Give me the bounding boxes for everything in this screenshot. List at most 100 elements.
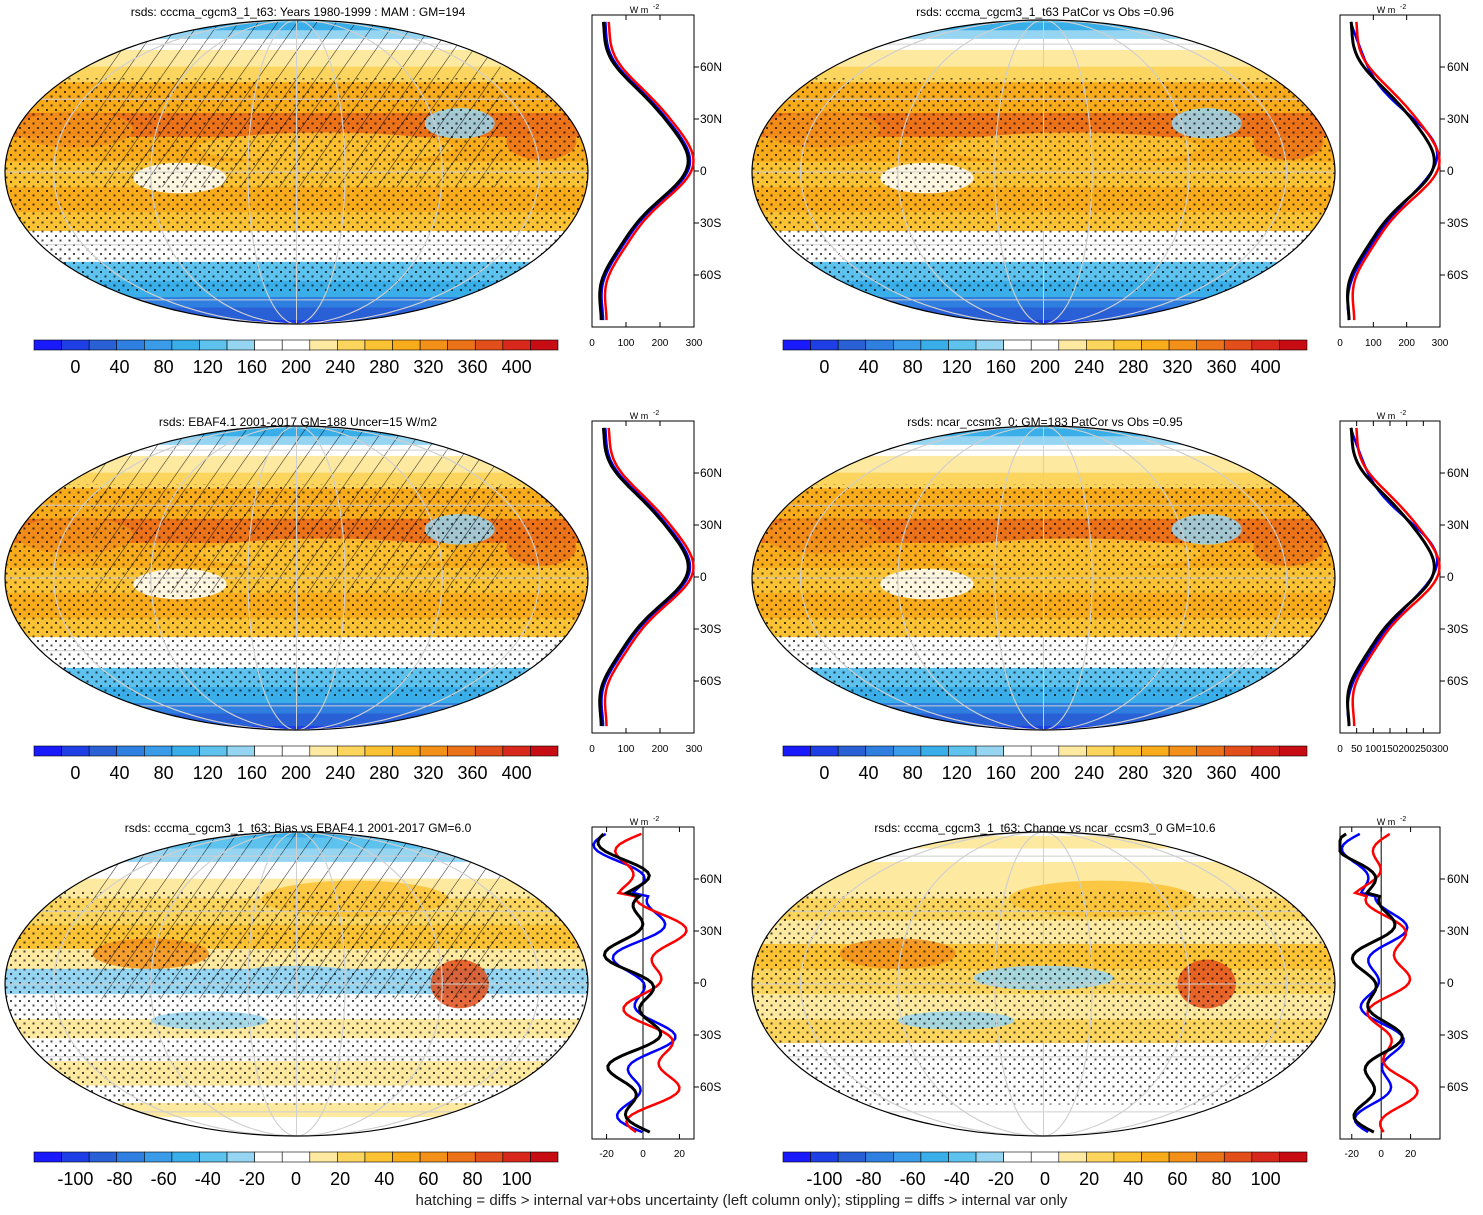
colorbar-swatch: [948, 745, 977, 757]
colorbar-swatch: [865, 745, 894, 757]
zonal-line-other: [596, 832, 663, 1134]
panel-title: rsds: cccma_cgcm3_1_t63 PatCor vs Obs =0…: [916, 5, 1174, 19]
colorbar-swatch: [419, 339, 448, 351]
colorbar-swatch: [1251, 339, 1280, 351]
colorbar-swatch: [337, 1151, 366, 1163]
colorbar-swatch: [88, 339, 118, 351]
colorbar-tick-label: 40: [858, 357, 878, 377]
zonal-lat-label: 0: [700, 570, 707, 584]
colorbar-swatch: [865, 1151, 894, 1163]
colorbar-swatch: [474, 745, 504, 757]
zonal-lat-label: 30S: [700, 1028, 721, 1042]
zonal-lat-label: 30S: [700, 216, 721, 230]
colorbar-swatch: [33, 745, 62, 757]
colorbar-tick-label: 40: [109, 357, 129, 377]
colorbar-swatch: [364, 745, 393, 757]
meridian: [994, 426, 1093, 730]
zonal-lat-label: 30S: [700, 622, 721, 636]
colorbar: -100 -80 -60 -40 -20 0 20 40 60 80 100: [782, 1151, 1308, 1189]
zonal-line-other: [1338, 832, 1404, 1134]
colorbar-tick-label: 320: [413, 357, 443, 377]
zonal-lat-label: 60N: [700, 60, 722, 74]
zonal-x-tick-label: 250: [1415, 744, 1432, 755]
colorbar-swatch: [61, 1151, 90, 1163]
colorbar-tick-label: -80: [106, 1169, 132, 1189]
colorbar-swatch: [1196, 1151, 1225, 1163]
colorbar-tick-label: 160: [986, 357, 1016, 377]
zonal-lat-label: 0: [1447, 164, 1454, 178]
colorbar-swatch: [392, 339, 421, 351]
colorbar-swatch: [530, 745, 559, 757]
colorbar-swatch: [920, 1151, 949, 1163]
colorbar-swatch: [810, 339, 839, 351]
colorbar-swatch: [254, 339, 283, 351]
zonal-x-tick-label: 20: [1405, 1149, 1417, 1160]
colorbar-tick-label: 240: [1074, 357, 1104, 377]
colorbar-tick-label: 120: [193, 763, 223, 783]
zonal-line-model: [613, 832, 688, 1134]
colorbar-swatch: [447, 339, 476, 351]
colorbar-tick-label: 320: [413, 763, 443, 783]
colorbar-tick-label: 100: [1251, 1169, 1281, 1189]
colorbar-swatch: [337, 339, 366, 351]
colorbar-swatch: [782, 1151, 811, 1163]
zonal-lat-label: 30N: [1447, 924, 1469, 938]
colorbar-tick-label: 40: [1123, 1169, 1143, 1189]
zonal-unit-label: W m: [630, 817, 649, 827]
colorbar-swatch: [309, 339, 338, 351]
zonal-line-model: [1352, 832, 1419, 1133]
colorbar-swatch: [116, 1151, 145, 1163]
colorbar-tick-label: 0: [819, 357, 829, 377]
colorbar-tick-label: 200: [281, 357, 311, 377]
panel-5: rsds: cccma_cgcm3_1_t63: Bias vs EBAF4.1…: [4, 816, 722, 1189]
colorbar-tick-label: 200: [1030, 357, 1060, 377]
colorbar-swatch: [33, 339, 62, 351]
colorbar-swatch: [1113, 339, 1142, 351]
colorbar-swatch: [1030, 745, 1060, 757]
colorbar-tick-label: 280: [369, 357, 399, 377]
colorbar: -100 -80 -60 -40 -20 0 20 40 60 80 100: [33, 1151, 559, 1189]
colorbar-swatch: [171, 1151, 200, 1163]
panel-4: rsds: ncar_ccsm3_0: GM=183 PatCor vs Obs…: [751, 410, 1469, 783]
meridian: [800, 426, 1287, 730]
colorbar-swatch: [837, 339, 867, 351]
zonal-lat-label: 30S: [1447, 216, 1468, 230]
zonal-x-tick-label: 200: [1398, 744, 1415, 755]
colorbar-swatch: [1223, 339, 1253, 351]
colorbar-swatch: [502, 339, 531, 351]
colorbar-swatch: [530, 1151, 559, 1163]
colorbar-tick-label: 360: [1206, 357, 1236, 377]
panel-1: rsds: cccma_cgcm3_1_t63: Years 1980-1999…: [4, 4, 722, 377]
colorbar: 0 40 80 120 160 200 240 280 320 360 400: [33, 745, 559, 783]
zonal-x-tick-label: 200: [1398, 338, 1415, 349]
zonal-mean-plot: W m -2 60N 30N 0 30S 60S 0 100 200 300: [1337, 4, 1469, 349]
colorbar-swatch: [1003, 339, 1032, 351]
colorbar-tick-label: 400: [502, 763, 532, 783]
colorbar-tick-label: -40: [944, 1169, 970, 1189]
map: [5, 832, 588, 1136]
zonal-mean-plot: W m -2 60N 30N 0 30S 60S 0 100 200 300: [589, 410, 722, 755]
colorbar-swatch: [419, 1151, 448, 1163]
zonal-unit-exponent: -2: [1400, 816, 1406, 823]
zonal-lat-label: 30N: [1447, 112, 1469, 126]
colorbar-swatch: [1196, 339, 1225, 351]
zonal-lat-label: 30N: [700, 112, 722, 126]
zonal-x-tick-label: 100: [618, 338, 635, 349]
zonal-x-tick-label: 0: [589, 338, 595, 349]
colorbar-swatch: [1058, 1151, 1087, 1163]
colorbar-swatch: [1058, 339, 1087, 351]
zonal-x-tick-label: 150: [1382, 744, 1399, 755]
colorbar-swatch: [281, 745, 311, 757]
colorbar-swatch: [281, 339, 311, 351]
colorbar-swatch: [419, 745, 448, 757]
colorbar-swatch: [975, 745, 1004, 757]
colorbar-swatch: [893, 1151, 922, 1163]
zonal-x-tick-label: 20: [674, 1149, 686, 1160]
zonal-mean-plot: W m -2 60N 30N 0 30S 60S 0 100 200 300: [589, 4, 722, 349]
zonal-unit-label: W m: [1377, 411, 1396, 421]
colorbar-swatch: [199, 745, 228, 757]
colorbar-tick-label: 20: [330, 1169, 350, 1189]
colorbar-swatch: [61, 745, 90, 757]
colorbar-swatch: [254, 1151, 283, 1163]
zonal-x-tick-label: 300: [686, 338, 703, 349]
